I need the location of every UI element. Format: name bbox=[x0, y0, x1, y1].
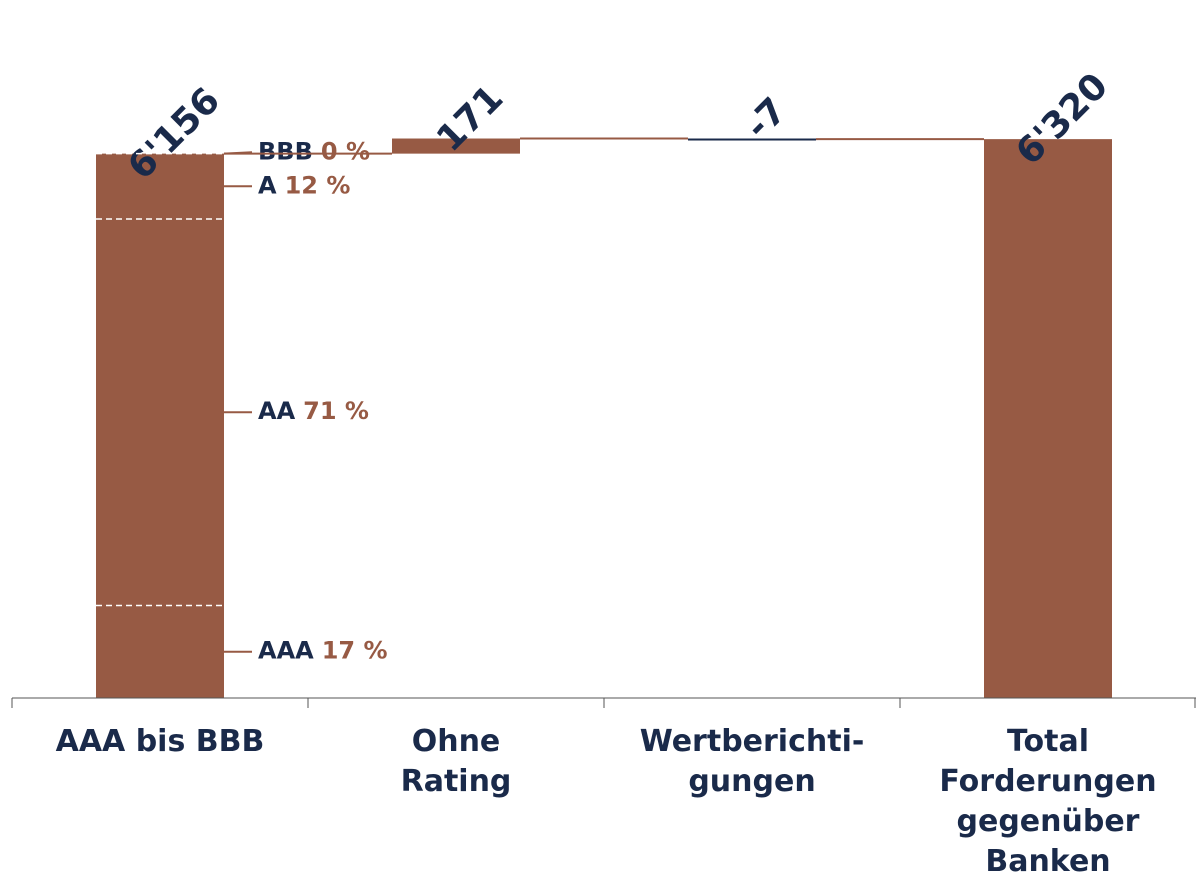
segment-value: 12 % bbox=[285, 171, 351, 199]
x-tick-label-line: gungen bbox=[688, 764, 815, 799]
bar bbox=[688, 138, 816, 141]
x-tick-label-line: AAA bis BBB bbox=[56, 724, 265, 759]
x-tick-label: Wertberichti-gungen bbox=[640, 724, 865, 799]
x-tick-label-line: Rating bbox=[401, 764, 512, 799]
segment-name: AA bbox=[258, 397, 296, 425]
segment-label: AA 71 % bbox=[258, 397, 369, 425]
segment-value: 0 % bbox=[321, 137, 370, 165]
x-tick-label-line: Ohne bbox=[412, 724, 501, 759]
segment-name: AAA bbox=[258, 637, 314, 665]
x-tick-label-line: Banken bbox=[985, 844, 1110, 879]
x-tick-label: Ohne Rating bbox=[401, 724, 512, 799]
x-tick-label: Total Forderungen gegenüber Banken bbox=[939, 724, 1156, 879]
segment-label: A 12 % bbox=[258, 171, 350, 199]
segment-value: 17 % bbox=[322, 637, 388, 665]
x-tick-label-line: Total bbox=[1007, 724, 1089, 759]
x-tick-label: AAA bis BBB bbox=[56, 724, 265, 759]
segment-label: BBB 0 % bbox=[258, 137, 370, 165]
bar bbox=[984, 139, 1112, 699]
x-tick-label-line: Wertberichti- bbox=[640, 724, 865, 759]
x-tick-label-line: gegenüber bbox=[957, 804, 1140, 839]
segment-name: A bbox=[258, 171, 277, 199]
bar bbox=[392, 138, 520, 154]
segment-value: 71 % bbox=[303, 397, 369, 425]
bar bbox=[96, 153, 224, 698]
x-tick-label-line: Forderungen bbox=[939, 764, 1156, 799]
segment-name: BBB bbox=[258, 137, 313, 165]
segment-label: AAA 17 % bbox=[258, 637, 388, 665]
